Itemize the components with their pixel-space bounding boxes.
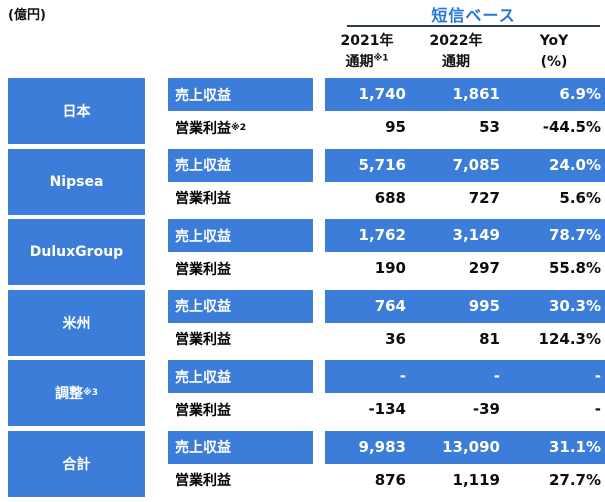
section-americas: 米州 売上収益 764 995 30.3% 営業利益 36 81 124.3% [8,289,605,356]
profit-2021-value: 95 [325,111,409,144]
profit-2022-value: 727 [409,181,503,215]
revenue-label: 売上収益 [175,158,231,174]
revenue-yoy-value: 24.0% [503,148,605,182]
profit-yoy-value: -44.5% [503,111,605,144]
segment-name-cell: 日本 [8,78,145,144]
profit-label: 営業利益 [175,191,231,207]
segment-name: 調整 [54,386,83,402]
profit-label-cell: 営業利益 [168,322,313,356]
revenue-label: 売上収益 [175,369,231,386]
profit-label-cell: 営業利益 [168,463,313,497]
section-duluxgroup: DuluxGroup 売上収益 1,762 3,149 78.7% 営業利益 1… [8,219,605,285]
segment-name-cell: 米州 [8,289,145,356]
revenue-yoy-value: - [503,360,605,393]
revenue-yoy-value: 6.9% [503,78,605,111]
segment-name: 合計 [62,456,91,473]
segment-name: DuluxGroup [29,244,124,260]
revenue-label: 売上収益 [175,299,231,315]
unit-label: (億円) [8,8,46,23]
revenue-label: 売上収益 [175,87,231,104]
revenue-label-cell: 売上収益 [168,78,313,111]
revenue-2022-value: 3,149 [409,219,503,252]
column-headers: 2021年 通期※1 2022年 通期 YoY (%) [325,31,605,73]
revenue-label: 売上収益 [175,228,231,245]
section-adjustments: 調整 ※3 売上収益 - - - 営業利益 -134 -39 - [8,360,605,426]
revenue-2022-value: 1,861 [409,78,503,111]
revenue-2022-value: - [409,360,503,393]
column-header-yoy-line2: (%) [540,54,568,70]
profit-2021-value: 688 [325,181,409,215]
section-total: 合計 売上収益 9,983 13,090 31.1% 営業利益 876 1,11… [8,430,605,497]
revenue-2022-value: 7,085 [409,148,503,182]
segment-results-table: 日本 売上収益 1,740 1,861 6.9% 営業利益 ※2 95 53 -4… [8,78,605,501]
segment-name: Nipsea [49,173,104,190]
profit-yoy-value: 27.7% [503,463,605,497]
revenue-label-cell: 売上収益 [168,148,313,182]
profit-2021-value: -134 [325,393,409,426]
profit-2021-value: 876 [325,463,409,497]
profit-2021-value: 36 [325,322,409,356]
profit-2022-value: 297 [409,252,503,285]
profit-label: 営業利益 [175,473,231,489]
revenue-2021-value: 9,983 [325,430,409,464]
revenue-2022-value: 995 [409,289,503,323]
revenue-2021-value: 1,762 [325,219,409,252]
profit-2021-value: 190 [325,252,409,285]
profit-label: 営業利益 [175,120,231,137]
basis-header: 短信ベース [431,6,516,25]
segment-name-cell: Nipsea [8,148,145,215]
profit-2022-value: 81 [409,322,503,356]
revenue-yoy-value: 78.7% [503,219,605,252]
revenue-2021-value: - [325,360,409,393]
revenue-label-cell: 売上収益 [168,289,313,323]
profit-2022-value: -39 [409,393,503,426]
segment-name-cell: DuluxGroup [8,219,145,285]
section-nipsea: Nipsea 売上収益 5,716 7,085 24.0% 営業利益 688 7… [8,148,605,215]
segment-name: 日本 [62,104,91,120]
column-header-2022-line1: 2022年 [429,33,483,49]
profit-label-cell: 営業利益 [168,393,313,426]
revenue-yoy-value: 30.3% [503,289,605,323]
basis-underline [347,25,600,27]
column-header-2021: 2021年 通期※1 [325,31,409,73]
revenue-2021-value: 5,716 [325,148,409,182]
revenue-label-cell: 売上収益 [168,219,313,252]
profit-label: 営業利益 [175,261,231,278]
revenue-label-cell: 売上収益 [168,360,313,393]
revenue-yoy-value: 31.1% [503,430,605,464]
profit-yoy-value: - [503,393,605,426]
profit-label-cell: 営業利益 [168,252,313,285]
profit-2022-value: 53 [409,111,503,144]
profit-label-cell: 営業利益 [168,181,313,215]
segment-name-cell: 合計 [8,430,145,497]
column-header-2021-line1: 2021年 [340,33,394,49]
segment-name: 米州 [62,315,91,332]
profit-yoy-value: 5.6% [503,181,605,215]
revenue-label: 売上収益 [175,440,231,456]
column-header-yoy-line1: YoY [539,33,569,49]
revenue-2022-value: 13,090 [409,430,503,464]
revenue-2021-value: 764 [325,289,409,323]
profit-label: 営業利益 [175,402,231,419]
section-japan: 日本 売上収益 1,740 1,861 6.9% 営業利益 ※2 95 53 -4… [8,78,605,144]
segment-name-cell: 調整 ※3 [8,360,145,426]
profit-2022-value: 1,119 [409,463,503,497]
profit-label-cell: 営業利益 ※2 [168,111,313,144]
column-header-yoy: YoY (%) [503,31,605,73]
column-header-2021-line2: 通期 [345,54,374,70]
footnote-ref-1: ※1 [373,53,389,64]
revenue-2021-value: 1,740 [325,78,409,111]
column-header-2022: 2022年 通期 [409,31,503,73]
revenue-label-cell: 売上収益 [168,430,313,464]
profit-label: 営業利益 [175,332,231,348]
column-header-2022-line2: 通期 [442,54,470,70]
profit-yoy-value: 124.3% [503,322,605,356]
profit-yoy-value: 55.8% [503,252,605,285]
